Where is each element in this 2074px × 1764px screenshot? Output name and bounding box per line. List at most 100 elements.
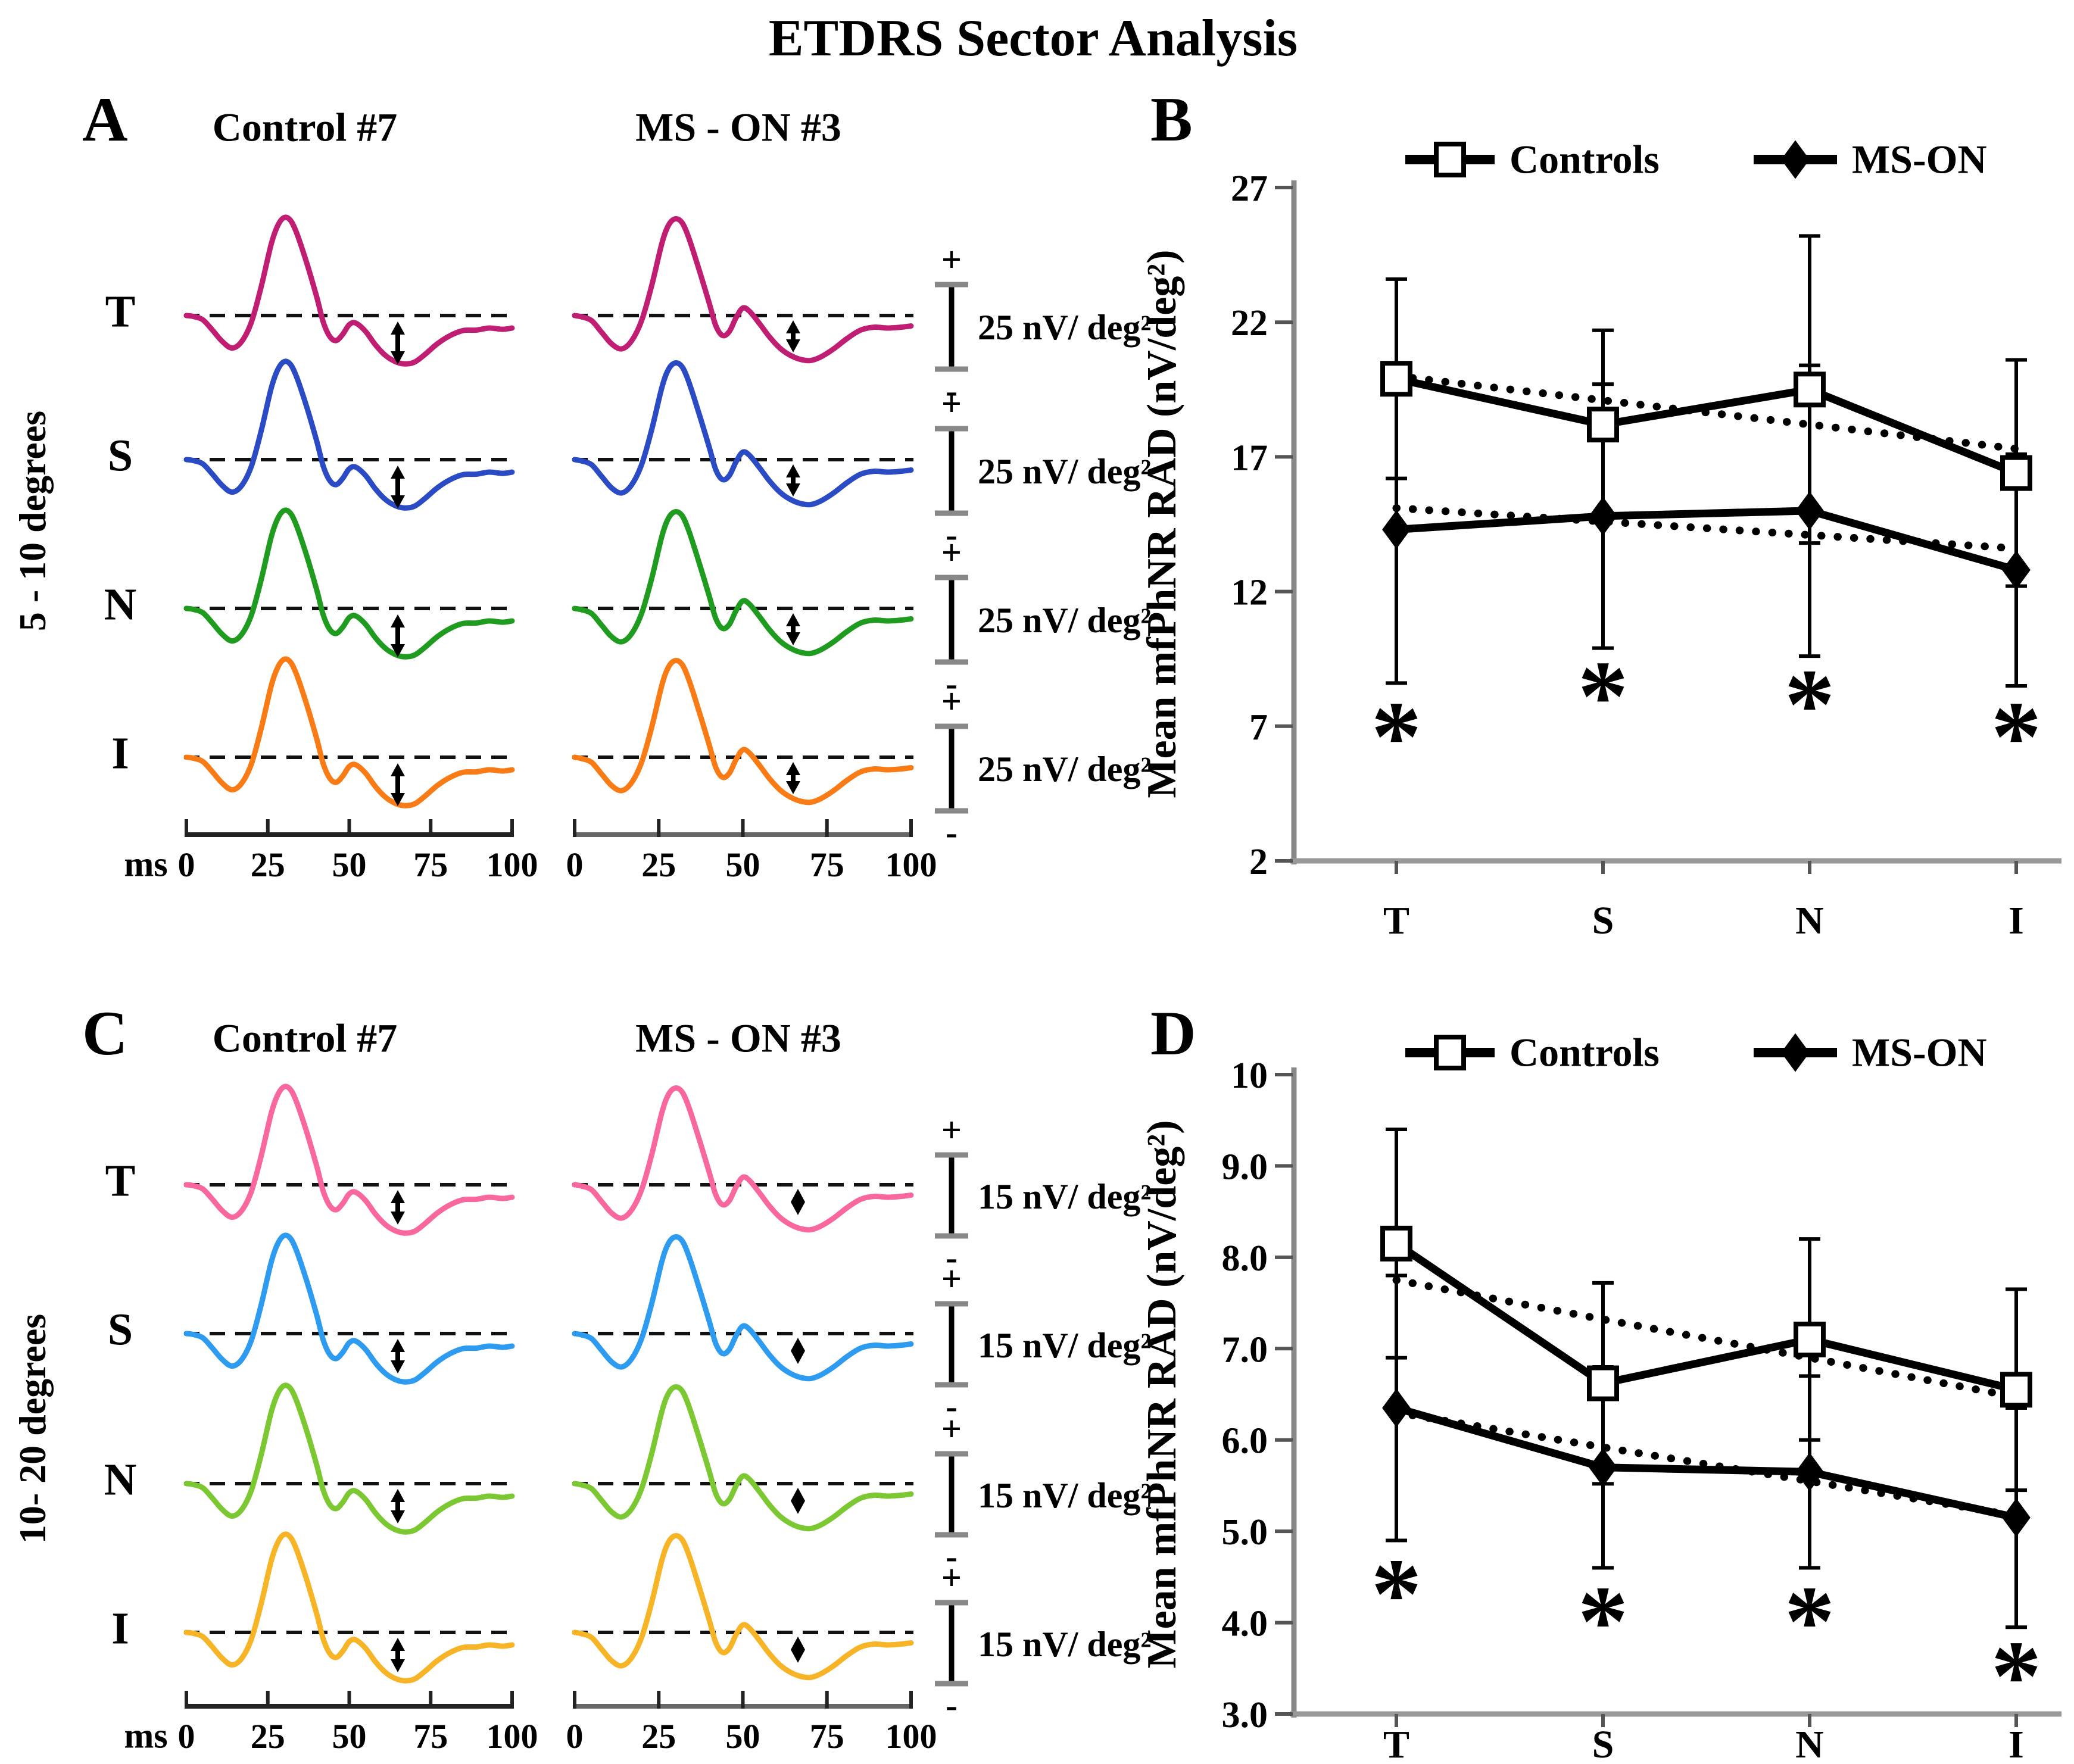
phnr-arrow-head-down [391,1510,405,1523]
x-axis-tick-label: 0 [178,1717,195,1756]
scale-bar-label: 25 nV/ deg² [978,452,1151,491]
trend-line-dotted [1392,1409,2020,1520]
x-axis-tick-label: 75 [810,1717,844,1756]
series-line-ms-on [1396,507,2017,574]
phnr-arrow-head-down [786,781,800,794]
phnr-arrow-head-down [391,644,405,657]
panel-a-sector-i: I [111,728,129,779]
scale-minus-label: - [946,515,958,554]
significance-asterisk: * [1578,1565,1629,1677]
marker-filled-diamond [2002,1498,2031,1537]
marker-filled-diamond [1382,1388,1411,1428]
panel-a-ms-label: ms [124,844,168,884]
panel-b-legend-mson: MS-ON [1852,136,1987,182]
marker-filled-diamond [1382,510,1411,550]
x-axis-tick-label: 100 [885,845,937,884]
phnr-arrow-head-up [391,1489,405,1502]
scale-plus-label: + [941,1110,962,1150]
y-axis-tick-label: 27 [1231,168,1268,209]
x-category-label: N [1795,899,1824,942]
marker-filled-diamond [1795,1452,1824,1491]
marker-open-square [1380,361,1412,397]
significance-asterisk: * [1785,1565,1835,1677]
marker-filled-diamond [1589,1448,1617,1487]
panel-a-sector-t: T [105,286,136,337]
phnr-arrow-head-down [391,1659,405,1672]
x-axis-tick-label: 0 [566,1717,584,1756]
series-line-controls [1394,1240,2017,1394]
panel-c-column-header-control: Control #7 [212,1015,398,1061]
x-category-label: T [1383,899,1409,942]
panel-c-degrees-label: 10- 20 degrees [11,1313,54,1544]
x-axis-tick-label: 50 [332,845,367,884]
panel-c-label: C [82,998,128,1068]
phnr-arrow-head-up [391,321,405,335]
panel-c-sector-i: I [111,1603,129,1654]
x-axis-tick-label: 75 [413,1717,448,1756]
y-axis-tick-label: 12 [1231,573,1268,613]
panel-C-row-N: +-15 nV/ deg² [183,1382,1151,1576]
panel-d-y-axis-title: Mean mfPhNR RAD (nV/deg²) [1139,1120,1185,1669]
scale-minus-label: - [946,1238,958,1277]
x-category-label: S [1592,1723,1614,1764]
scale-bar-label: 15 nV/ deg² [978,1476,1151,1515]
x-axis-tick-label: 25 [251,1717,285,1756]
scale-bar-label: 25 nV/ deg² [978,308,1151,347]
panel-a-label: A [82,85,128,154]
waveform-trace-control [183,656,515,808]
x-axis-tick-label: 0 [566,845,584,884]
waveform-trace-control [183,1382,515,1535]
y-axis-tick-label: 7.0 [1222,1329,1268,1370]
marker-open-square [2000,455,2032,491]
phnr-arrow-head-down [791,1501,805,1514]
phnr-arrow-head-down [786,632,800,645]
phnr-arrow-head-up [391,614,405,627]
x-axis-tick-label: 75 [413,845,448,884]
x-category-label: N [1795,1723,1824,1764]
x-axis-tick-label: 50 [332,1717,367,1756]
phnr-arrow-head-up [786,320,800,333]
phnr-arrow-head-up [791,1637,805,1650]
panel-d-legend-mson: MS-ON [1852,1029,1987,1075]
panel-b-legend-controls: Controls [1510,136,1660,182]
trend-line-dotted [1392,504,2020,552]
scale-minus-label: - [946,813,958,852]
scale-bar-label: 15 nV/ deg² [978,1625,1151,1664]
y-axis-tick-label: 4.0 [1222,1604,1268,1644]
panel-c-column-header-mson: MS - ON #3 [635,1015,841,1061]
waveform-trace-mson [572,1384,914,1532]
x-axis-tick-label: 100 [486,845,538,884]
panel-C-time-axis-1: 0 25 50 75 100 [566,1691,937,1756]
series-line-controls [1395,374,2018,477]
panel-c-sector-t: T [105,1156,136,1206]
y-axis-tick-label: 10 [1231,1056,1268,1096]
significance-asterisk: * [1785,648,1835,760]
significance-asterisk: * [1991,680,2042,792]
marker-open-square [1587,1365,1619,1401]
marker-filled-diamond [1781,1033,1810,1072]
marker-filled-diamond [1781,140,1810,179]
panel-a-degrees-label: 5 - 10 degrees [11,410,54,632]
x-axis-tick-label: 100 [486,1717,538,1756]
marker-filled-diamond [1795,491,1824,530]
phnr-arrow-head-down [391,351,405,364]
panel-c-sector-n: N [104,1454,137,1505]
y-axis-tick-label: 22 [1231,303,1268,344]
phnr-arrow-head-up [791,1189,805,1202]
y-axis-tick-label: 2 [1249,842,1268,882]
scale-plus-label: + [941,1558,962,1597]
x-axis-tick-label: 75 [810,845,844,884]
marker-open-square [1794,371,1826,408]
phnr-arrow-head-up [791,1338,805,1351]
marker-open-square [1587,407,1619,443]
panel-c-sector-s: S [107,1304,133,1355]
y-axis-tick-label: 6.0 [1222,1421,1268,1462]
marker-open-square [2000,1372,2032,1408]
x-axis-tick-label: 25 [641,1717,676,1756]
scale-minus-label: - [946,1685,958,1725]
marker-filled-diamond [2002,550,2031,589]
phnr-arrow-head-down [391,1360,405,1373]
panel-C-row-I: + -15 nV/ deg² [183,1531,1151,1725]
phnr-arrow-head-up [391,1190,405,1203]
